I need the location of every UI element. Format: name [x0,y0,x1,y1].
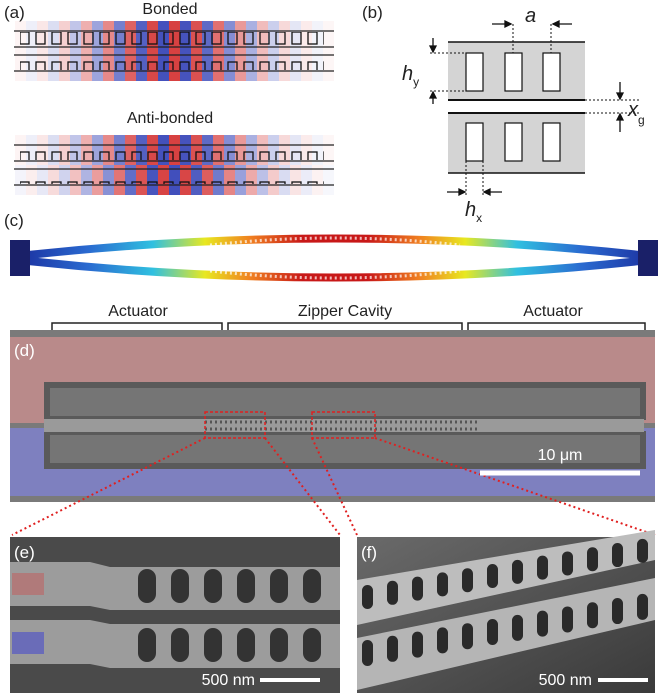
hole [487,564,498,588]
subscript: g [638,113,645,127]
field-pattern [14,21,334,81]
hole [171,628,189,662]
hole [387,581,398,605]
symbol: a [525,5,536,27]
hole [171,569,189,603]
schematic [430,21,640,195]
hole [362,640,373,666]
holes [20,32,324,46]
mode-label: Bonded [142,1,197,18]
symbol: xg [627,99,645,127]
hole [562,606,573,632]
sem-image [10,330,655,535]
panel-label: (f) [361,543,377,562]
panel-label: (d) [14,341,35,360]
panel-label: (b) [362,3,383,22]
hole [387,636,398,662]
hole [270,569,288,603]
symbol: hx [465,199,482,225]
hole [204,628,222,662]
hole [587,602,598,628]
hole [612,543,623,567]
hole [462,623,473,649]
holes [20,170,324,184]
hole [637,539,648,563]
symbol: h [465,199,476,221]
hole [270,628,288,662]
hole [612,598,623,624]
hole [204,569,222,603]
beam-simulation [10,238,658,278]
hole [512,615,523,641]
hole [362,585,373,609]
symbol: h [402,63,413,85]
holes [20,56,324,70]
holes [20,146,324,160]
hole [412,577,423,601]
section-label: Actuator [523,303,583,320]
sem-image [357,530,655,693]
panel-label: (e) [14,543,35,562]
hole [303,569,321,603]
hole [537,611,548,637]
figure: (a) Bonded Anti-bonded (b) [0,0,670,696]
hole [537,556,548,580]
hole [437,627,448,653]
hole [303,628,321,662]
scale-bar-label: 500 nm [202,672,255,689]
hole [587,547,598,571]
sem-image [10,537,340,693]
hole [512,560,523,584]
mode-label: Anti-bonded [127,110,213,127]
section-label: Actuator [108,303,168,320]
bracket [52,323,645,331]
hole [637,594,648,620]
section-label: Zipper Cavity [298,303,392,320]
field-pattern [14,135,334,195]
hole [412,632,423,658]
scale-bar-label: 10 μm [538,447,583,464]
hole [562,551,573,575]
panel-label: (c) [4,211,24,230]
hole [462,568,473,592]
hole [138,628,156,662]
hole [487,619,498,645]
hole [237,628,255,662]
symbol: hy [402,63,419,89]
hole [237,569,255,603]
hole [437,572,448,596]
subscript: x [476,211,482,225]
scale-bar-label: 500 nm [539,672,592,689]
hole [138,569,156,603]
panel-label: (a) [4,3,25,22]
subscript: y [413,75,419,89]
